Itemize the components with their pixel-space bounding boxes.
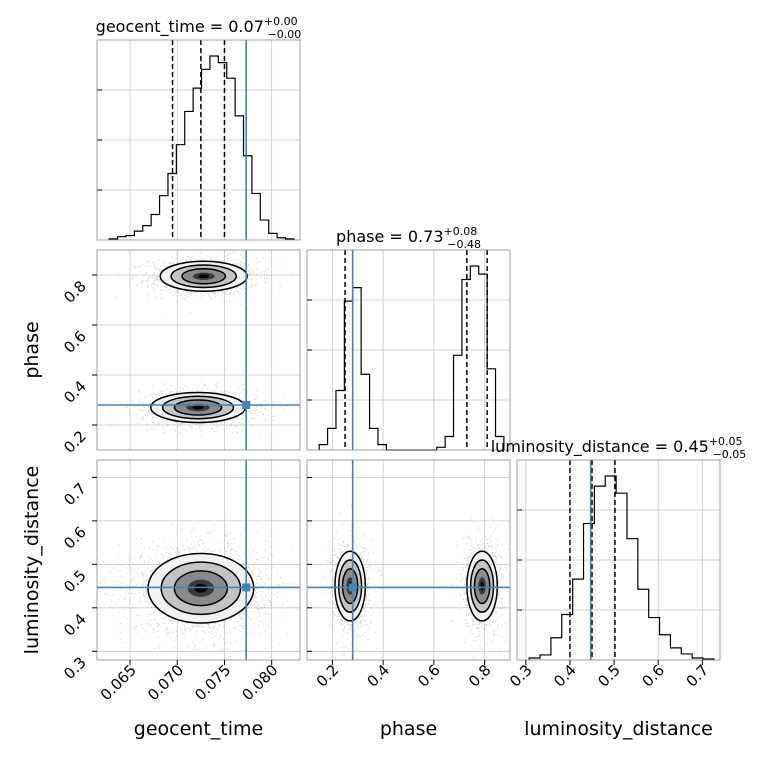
panel-content bbox=[97, 250, 300, 450]
y-tick-label: 0.6 bbox=[60, 327, 90, 357]
density-peak bbox=[480, 581, 484, 591]
panel-phase-vs-luminosity_distance bbox=[306, 459, 511, 661]
x-tick-label: 0.075 bbox=[191, 661, 234, 704]
panel-frame bbox=[306, 249, 511, 451]
y-tick-label: 0.7 bbox=[60, 479, 90, 509]
y-tick-label: 0.4 bbox=[60, 610, 90, 640]
x-tick-label: 0.2 bbox=[313, 661, 343, 691]
y-axis-label-phase: phase bbox=[21, 321, 43, 378]
x-tick-label: 0.5 bbox=[594, 661, 624, 691]
x-axis-label-luminosity_distance: luminosity_distance bbox=[524, 718, 713, 740]
panel-geocent_time-vs-phase bbox=[96, 249, 301, 451]
panel-title-phase: phase = 0.73+0.08 −0.48 bbox=[336, 225, 481, 251]
panel-content bbox=[97, 460, 300, 660]
x-tick-label: 0.6 bbox=[414, 661, 444, 691]
x-tick-label: 0.8 bbox=[465, 661, 495, 691]
panel-frame bbox=[96, 39, 301, 241]
panel-frame bbox=[516, 459, 721, 661]
panel-frame bbox=[306, 459, 511, 661]
panel-title-luminosity_distance: luminosity_distance = 0.45+0.05 −0.05 bbox=[491, 435, 747, 461]
histogram-step bbox=[528, 475, 715, 660]
hist-panel-phase: phase = 0.73+0.08 −0.48 bbox=[306, 225, 511, 451]
y-tick-label: 0.2 bbox=[60, 427, 90, 457]
y-tick-label: 0.3 bbox=[60, 653, 90, 683]
x-axis-label-geocent_time: geocent_time bbox=[134, 718, 263, 740]
x-tick-label: 0.7 bbox=[683, 661, 713, 691]
density-peak bbox=[192, 405, 204, 410]
x-tick-label: 0.3 bbox=[506, 661, 536, 691]
x-tick-label: 0.065 bbox=[97, 661, 140, 704]
panel-content bbox=[307, 460, 510, 660]
hist-panel-luminosity_distance: luminosity_distance = 0.45+0.05 −0.05 bbox=[491, 435, 747, 661]
y-tick-label: 0.5 bbox=[60, 566, 90, 596]
hist-panel-geocent_time: geocent_time = 0.07+0.00 −0.00 bbox=[96, 15, 302, 241]
x-tick-label: 0.080 bbox=[238, 661, 281, 704]
x-tick-label: 0.4 bbox=[550, 661, 580, 691]
x-tick-label: 0.070 bbox=[144, 661, 187, 704]
panel-frame bbox=[96, 459, 301, 661]
panel-title-geocent_time: geocent_time = 0.07+0.00 −0.00 bbox=[96, 15, 302, 41]
panel-frame bbox=[96, 249, 301, 451]
y-tick-label: 0.8 bbox=[60, 277, 90, 307]
truth-marker bbox=[242, 583, 251, 592]
x-tick-label: 0.6 bbox=[639, 661, 669, 691]
y-tick-label: 0.6 bbox=[60, 523, 90, 553]
truth-marker bbox=[348, 583, 357, 592]
x-tick-label: 0.4 bbox=[363, 661, 393, 691]
density-peak bbox=[194, 583, 208, 593]
density-peak bbox=[198, 274, 210, 279]
panel-geocent_time-vs-luminosity_distance bbox=[96, 459, 301, 661]
histogram-step bbox=[108, 55, 295, 240]
y-tick-label: 0.4 bbox=[60, 377, 90, 407]
truth-marker bbox=[242, 401, 251, 409]
y-axis-label-luminosity_distance: luminosity_distance bbox=[21, 466, 43, 655]
x-axis-label-phase: phase bbox=[380, 718, 437, 740]
